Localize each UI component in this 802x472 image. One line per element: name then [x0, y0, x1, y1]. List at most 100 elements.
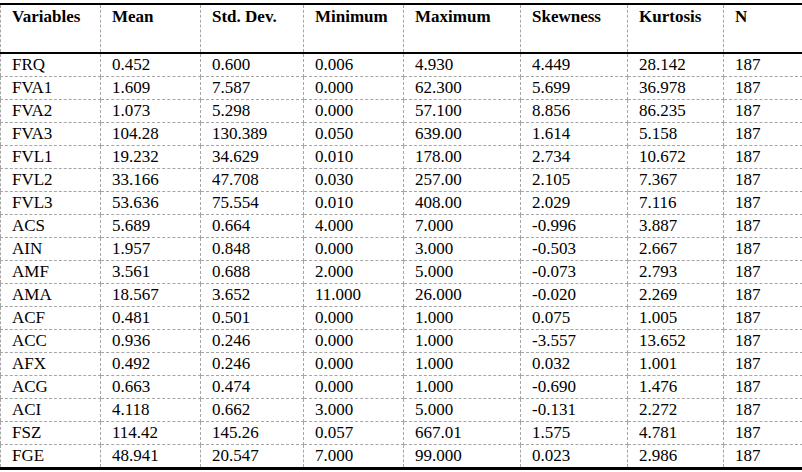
value-cell: 48.941	[101, 445, 201, 469]
value-cell: 62.300	[404, 77, 521, 100]
table-row-frq: FRQ0.4520.6000.0064.9304.44928.142187	[1, 53, 802, 77]
value-cell: 0.492	[101, 353, 201, 376]
value-cell: 1.073	[101, 100, 201, 123]
value-cell: 0.600	[201, 53, 304, 77]
value-cell: 5.000	[404, 399, 521, 422]
value-cell: 187	[724, 353, 802, 376]
variable-name-cell: ACS	[1, 215, 101, 238]
value-cell: 75.554	[201, 192, 304, 215]
table-row-fge: FGE48.94120.5477.00099.0000.0232.986187	[1, 445, 802, 469]
variable-name-cell: FVL2	[1, 169, 101, 192]
value-cell: 86.235	[628, 100, 724, 123]
value-cell: 3.000	[404, 238, 521, 261]
value-cell: 0.023	[521, 445, 628, 469]
value-cell: 187	[724, 376, 802, 399]
variable-name-cell: FVL3	[1, 192, 101, 215]
value-cell: 0.474	[201, 376, 304, 399]
value-cell: 1.609	[101, 77, 201, 100]
table-row-aci: ACI4.1180.6623.0005.000-0.1312.272187	[1, 399, 802, 422]
value-cell: 0.246	[201, 353, 304, 376]
variable-name-cell: ACC	[1, 330, 101, 353]
value-cell: 0.050	[304, 123, 404, 146]
value-cell: 187	[724, 399, 802, 422]
value-cell: 13.652	[628, 330, 724, 353]
table-row-ama: AMA18.5673.65211.00026.000-0.0202.269187	[1, 284, 802, 307]
value-cell: 187	[724, 215, 802, 238]
value-cell: 34.629	[201, 146, 304, 169]
value-cell: 0.000	[304, 238, 404, 261]
value-cell: 0.481	[101, 307, 201, 330]
value-cell: 1.575	[521, 422, 628, 445]
variable-name-cell: AFX	[1, 353, 101, 376]
column-header-skewness: Skewness	[521, 4, 628, 53]
document-page: VariablesMeanStd. Dev.MinimumMaximumSkew…	[0, 0, 802, 472]
value-cell: 187	[724, 77, 802, 100]
value-cell: 1.614	[521, 123, 628, 146]
value-cell: 7.000	[304, 445, 404, 469]
value-cell: 187	[724, 169, 802, 192]
value-cell: 0.452	[101, 53, 201, 77]
value-cell: 4.118	[101, 399, 201, 422]
value-cell: 0.688	[201, 261, 304, 284]
value-cell: 2.793	[628, 261, 724, 284]
value-cell: 5.298	[201, 100, 304, 123]
column-header-minimum: Minimum	[304, 4, 404, 53]
value-cell: 187	[724, 146, 802, 169]
value-cell: 0.848	[201, 238, 304, 261]
value-cell: 2.000	[304, 261, 404, 284]
value-cell: 2.667	[628, 238, 724, 261]
value-cell: 53.636	[101, 192, 201, 215]
table-row-fvl1: FVL119.23234.6290.010178.002.73410.67218…	[1, 146, 802, 169]
value-cell: 2.734	[521, 146, 628, 169]
value-cell: 7.000	[404, 215, 521, 238]
table-row-fsz: FSZ114.42145.260.057667.011.5754.781187	[1, 422, 802, 445]
variable-name-cell: FVA1	[1, 77, 101, 100]
value-cell: 5.689	[101, 215, 201, 238]
descriptive-statistics-table: VariablesMeanStd. Dev.MinimumMaximumSkew…	[0, 3, 802, 470]
variable-name-cell: FVL1	[1, 146, 101, 169]
value-cell: 20.547	[201, 445, 304, 469]
table-body: FRQ0.4520.6000.0064.9304.44928.142187FVA…	[1, 53, 802, 469]
variable-name-cell: FRQ	[1, 53, 101, 77]
variable-name-cell: ACI	[1, 399, 101, 422]
value-cell: 18.567	[101, 284, 201, 307]
value-cell: 11.000	[304, 284, 404, 307]
value-cell: 5.000	[404, 261, 521, 284]
value-cell: 7.116	[628, 192, 724, 215]
value-cell: 0.000	[304, 77, 404, 100]
value-cell: 667.01	[404, 422, 521, 445]
table-row-ain: AIN1.9570.8480.0003.000-0.5032.667187	[1, 238, 802, 261]
value-cell: 47.708	[201, 169, 304, 192]
value-cell: 57.100	[404, 100, 521, 123]
variable-name-cell: AMA	[1, 284, 101, 307]
column-header-maximum: Maximum	[404, 4, 521, 53]
value-cell: 4.000	[304, 215, 404, 238]
header-row: VariablesMeanStd. Dev.MinimumMaximumSkew…	[1, 4, 802, 53]
value-cell: 26.000	[404, 284, 521, 307]
value-cell: 1.001	[628, 353, 724, 376]
value-cell: 4.781	[628, 422, 724, 445]
value-cell: 10.672	[628, 146, 724, 169]
value-cell: 1.476	[628, 376, 724, 399]
table-row-acc: ACC0.9360.2460.0001.000-3.55713.652187	[1, 330, 802, 353]
value-cell: 0.000	[304, 353, 404, 376]
value-cell: 3.887	[628, 215, 724, 238]
value-cell: 1.005	[628, 307, 724, 330]
value-cell: 0.010	[304, 192, 404, 215]
value-cell: 1.000	[404, 307, 521, 330]
value-cell: 3.652	[201, 284, 304, 307]
value-cell: 0.000	[304, 307, 404, 330]
value-cell: 5.699	[521, 77, 628, 100]
column-header-n: N	[724, 4, 802, 53]
value-cell: 0.664	[201, 215, 304, 238]
value-cell: -3.557	[521, 330, 628, 353]
column-header-kurtosis: Kurtosis	[628, 4, 724, 53]
table-row-fva1: FVA11.6097.5870.00062.3005.69936.978187	[1, 77, 802, 100]
value-cell: 187	[724, 307, 802, 330]
value-cell: 0.030	[304, 169, 404, 192]
value-cell: -0.131	[521, 399, 628, 422]
value-cell: 0.057	[304, 422, 404, 445]
value-cell: 187	[724, 330, 802, 353]
value-cell: 130.389	[201, 123, 304, 146]
column-header-mean: Mean	[101, 4, 201, 53]
